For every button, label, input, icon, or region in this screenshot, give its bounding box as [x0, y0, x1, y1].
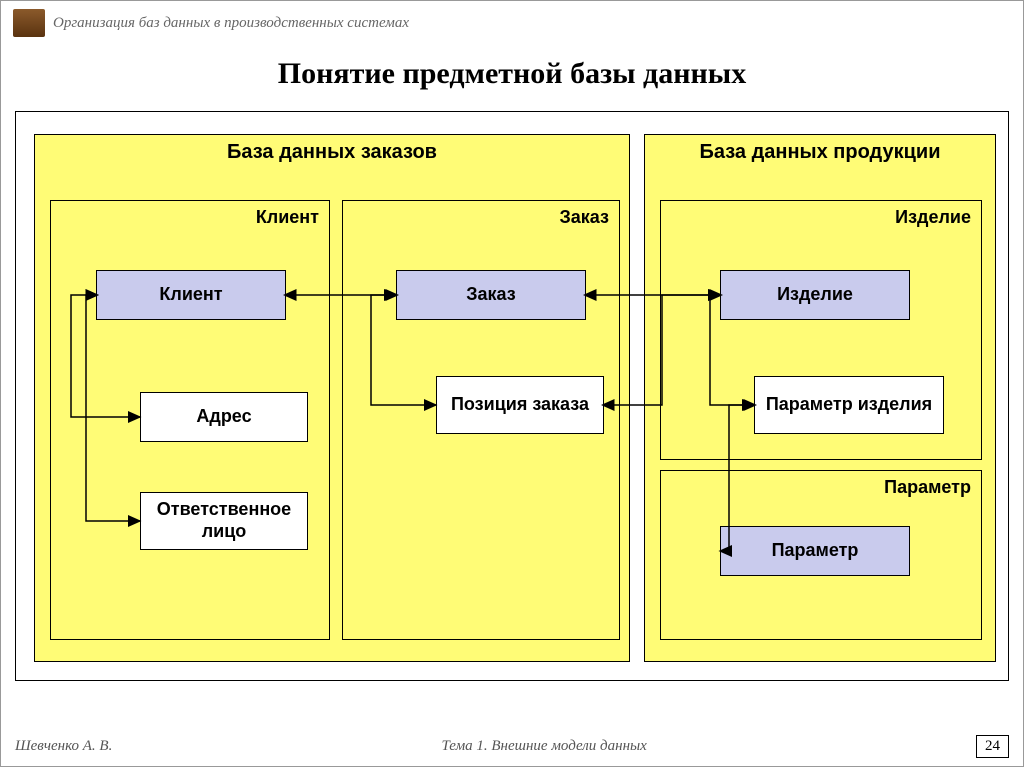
- n-prodparam: Параметр изделия: [754, 376, 944, 434]
- db-orders-title: База данных заказов: [35, 141, 629, 164]
- page-header: Организация баз данных в производственны…: [1, 1, 1023, 45]
- footer-author: Шевченко А. В.: [15, 738, 112, 755]
- n-resp: Ответственное лицо: [140, 492, 308, 550]
- page-title: Понятие предметной базы данных: [1, 57, 1023, 91]
- n-client: Клиент: [96, 270, 286, 320]
- footer-page: 24: [976, 735, 1009, 758]
- n-param: Параметр: [720, 526, 910, 576]
- ent-client-title: Клиент: [256, 207, 319, 228]
- diagram-frame: База данных заказов База данных продукции…: [15, 111, 1009, 681]
- logo-icon: [13, 9, 45, 37]
- n-address: Адрес: [140, 392, 308, 442]
- ent-product-title: Изделие: [895, 207, 971, 228]
- footer-topic: Тема 1. Внешние модели данных: [441, 738, 646, 755]
- ent-param-title: Параметр: [884, 477, 971, 498]
- n-order: Заказ: [396, 270, 586, 320]
- n-position: Позиция заказа: [436, 376, 604, 434]
- page-footer: Шевченко А. В. Тема 1. Внешние модели да…: [1, 735, 1023, 758]
- n-product: Изделие: [720, 270, 910, 320]
- db-products-title: База данных продукции: [645, 141, 995, 164]
- ent-order-title: Заказ: [560, 207, 609, 228]
- header-subtitle: Организация баз данных в производственны…: [53, 15, 409, 32]
